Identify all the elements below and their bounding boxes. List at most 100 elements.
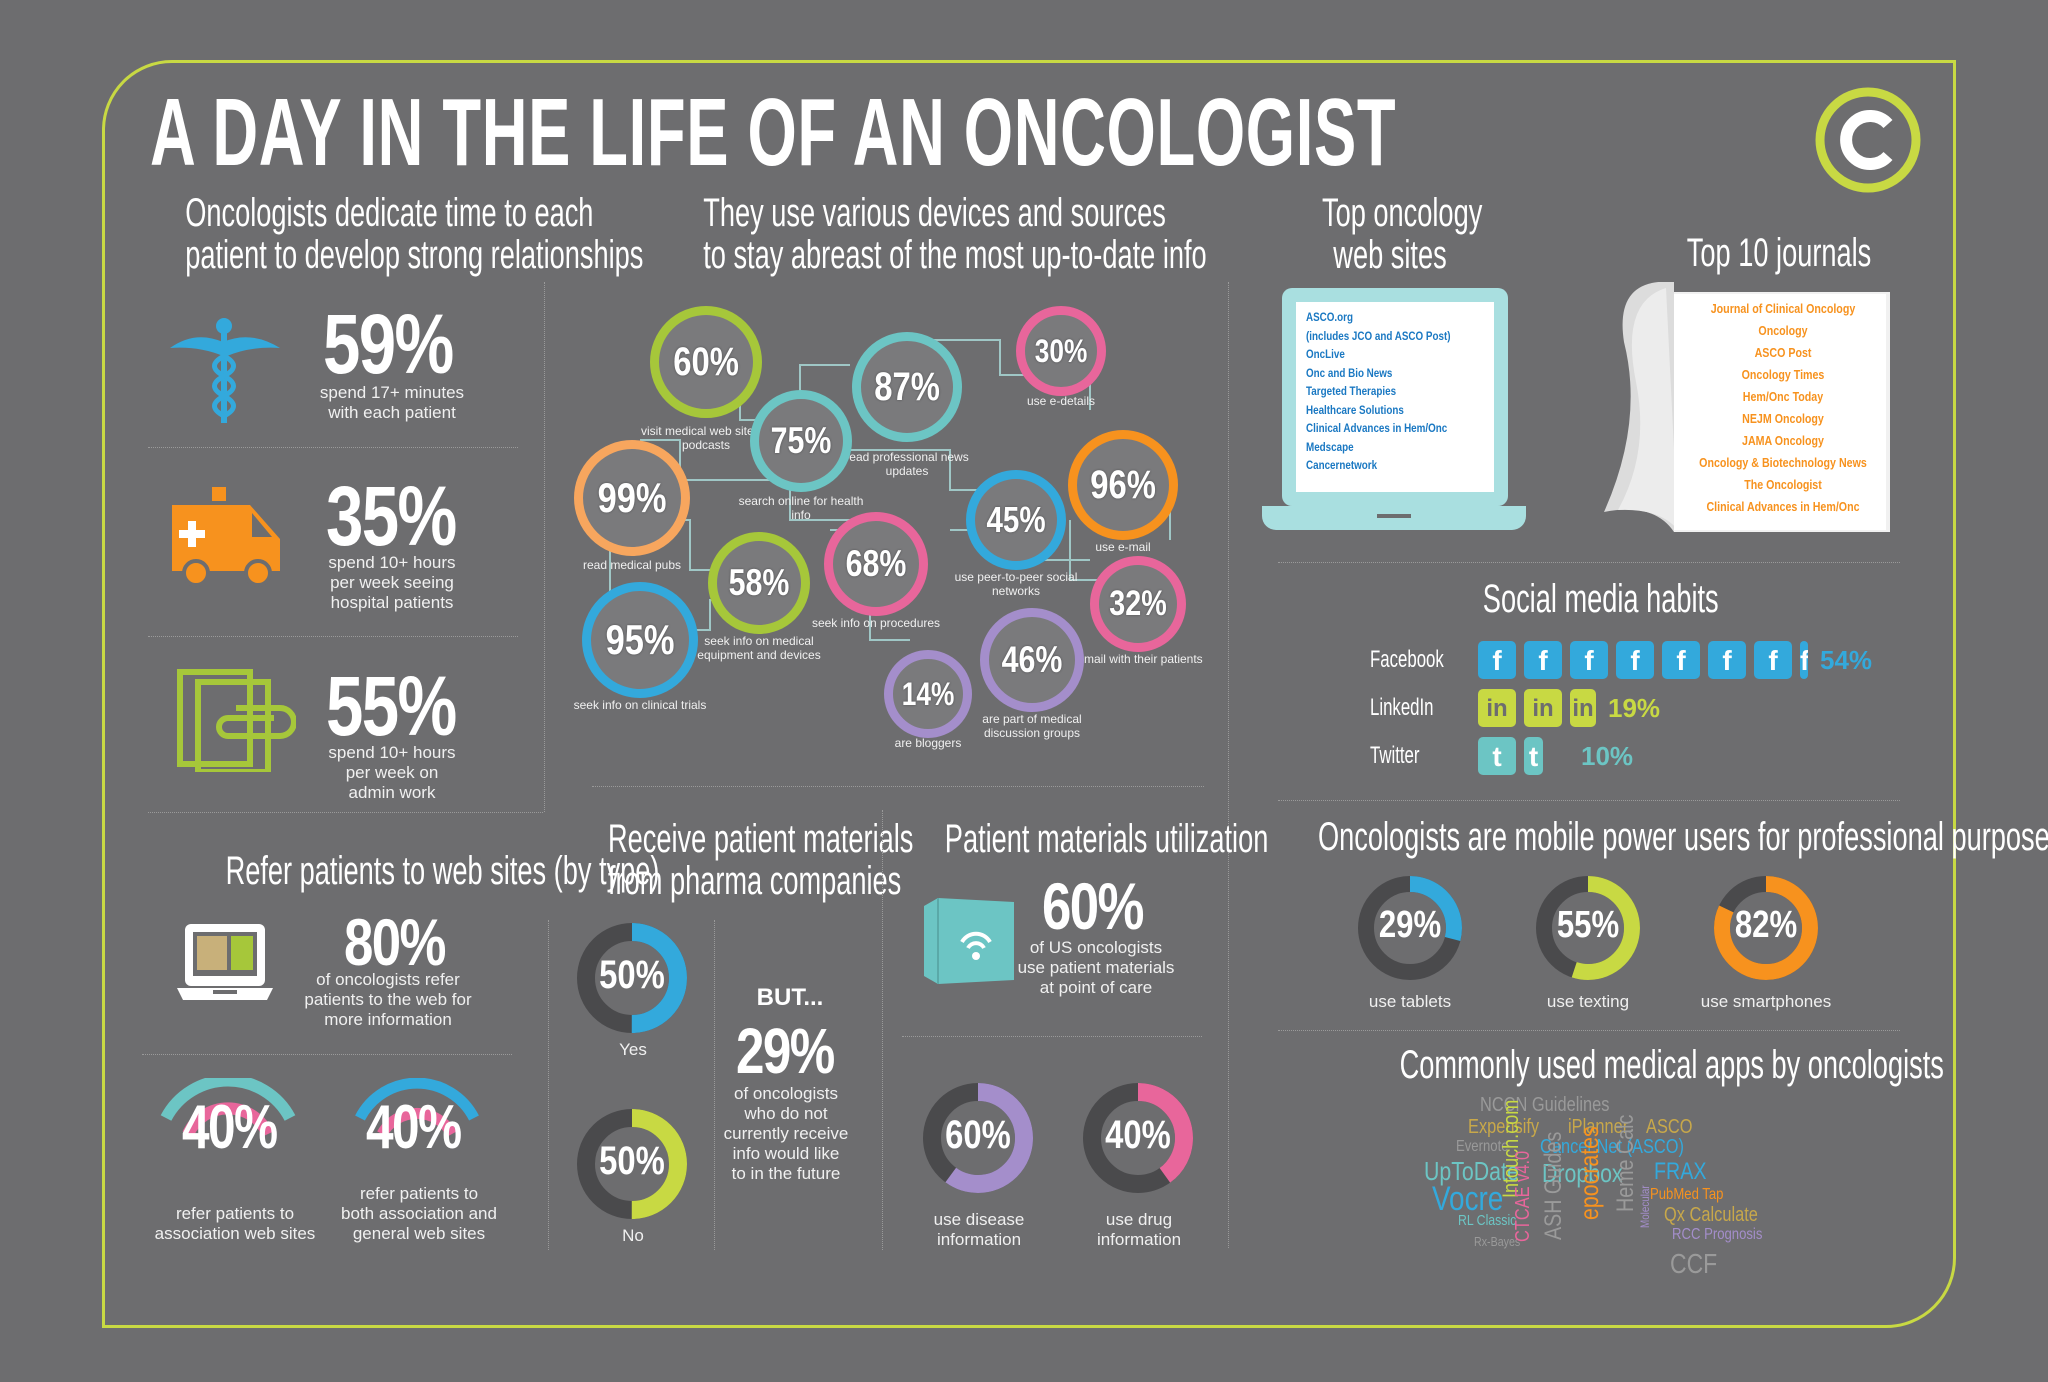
bubble-caption: use e-mail [1095,540,1151,554]
stat-59-caption: spend 17+ minutes with each patient [312,383,472,423]
utilization-heading: Patient materials utilization [944,817,1269,861]
linkedin-icon: in [1570,689,1596,727]
refer-b-caption: refer patients to both association and g… [334,1184,504,1244]
stat-bubble: 96% [1068,430,1178,540]
bubble-caption: e-mail with their patients [1073,652,1203,666]
journal-item: Hem/Onc Today [1742,389,1824,404]
website-item[interactable]: Clinical Advances in Hem/Onc [1306,421,1448,435]
bubble-caption: visit medical web sites & podcasts [640,424,772,452]
caption-line: use patient materials [1017,958,1175,977]
social-media-rows: Facebook f f f f f f f f 54% LinkedIn in in in 19% Twit… [1370,636,1930,780]
donut-value: 55% [1556,904,1620,947]
caption-line: to in the future [731,1164,841,1183]
pharma-yes-label: Yes [619,1040,647,1059]
caption-line: spend 10+ hours [328,743,456,762]
divider [142,1054,512,1055]
facebook-icon: f [1754,641,1792,679]
social-value: 10% [1581,740,1634,771]
bubble-value: 99% [597,474,667,521]
social-value: 19% [1608,692,1661,723]
bubble-value: 14% [901,675,955,712]
caption-line: general web sites [352,1224,486,1243]
pharma-but: BUT... [756,984,824,1011]
pharma-yes-donut [577,923,687,1033]
divider [592,786,1204,787]
website-item[interactable]: Medscape [1306,439,1354,454]
caption-line: refer patients to [359,1184,479,1203]
caption-line: patients to the web for [304,990,472,1009]
facebook-icon: f [1524,641,1562,679]
bubble-caption: read medical pubs [582,558,682,572]
mobile-caption: use tablets [1368,992,1452,1011]
website-item[interactable]: Cancernetwork [1306,458,1378,472]
stat-bubble: 68% [824,512,928,616]
caption-line: at point of care [1039,978,1153,997]
bubble-value: 87% [874,364,940,409]
website-item[interactable]: Targeted Therapies [1306,384,1397,398]
divider [148,812,543,813]
util-disease-donut-arc [923,1083,1033,1193]
bubble-value: 45% [986,499,1046,540]
caption-line: per week on [345,763,439,782]
app-name: epocrates [1574,1126,1604,1220]
caption-line: refer patients to [175,1204,295,1223]
websites-list: ASCO.org (includes JCO and ASCO Post) OncL… [1296,302,1494,481]
app-name: UpToDate [1424,1156,1519,1186]
mobile-donut-arc [1358,876,1462,980]
laptop-screen: ASCO.org (includes JCO and ASCO Post) OncL… [1282,288,1508,506]
mobile-heading: Oncologists are mobile power users for p… [1318,815,2048,859]
caption-line: information [936,1230,1022,1249]
stat-bubble: 30% [1016,306,1106,396]
ambulance-icon [172,487,280,587]
page-frame [102,60,1956,1328]
twitter-icon: t [1524,737,1543,775]
divider [902,1036,1202,1037]
donut-value: 82% [1734,904,1798,947]
stat-55-value: 55% [326,659,457,753]
donut-value: 50% [599,1139,665,1184]
pharma-but-caption: of oncologists who do not currently rece… [716,1084,856,1184]
divider [1278,1030,1900,1031]
pharma-no-label: No [622,1226,644,1245]
bubble-value: 96% [1090,462,1156,507]
social-row: LinkedIn in in in 19% [1370,684,1930,732]
pharma-no-donut [577,1109,687,1219]
caption-line: use drug [1105,1210,1173,1229]
bubble-value: 58% [728,562,790,603]
page-title: A DAY IN THE LIFE OF AN ONCOLOGIST [150,79,1397,186]
caption-line: spend 10+ hours [328,553,456,572]
caption-line: per week seeing [330,573,454,592]
mobile-donut-arc [1536,876,1640,980]
journal-item: Oncology Times [1741,367,1825,382]
refer-heading: Refer patients to web sites (by type) [225,849,660,893]
pharma-no-donut-arc [577,1109,687,1219]
website-item[interactable]: ASCO.org [1306,310,1354,324]
website-item[interactable]: Onc and Bio News [1306,365,1393,380]
journal-item: ASCO Post [1754,345,1812,360]
divider [148,636,518,637]
website-item[interactable]: OncLive [1306,347,1345,361]
facebook-icon: f [1478,641,1516,679]
app-name: Evernote [1456,1138,1509,1155]
journal-item: Journal of Clinical Oncology [1710,301,1856,316]
stat-bubble: 58% [708,532,810,634]
tablet-wifi-icon [924,898,1014,984]
stat-55-caption: spend 10+ hours per week on admin work [312,743,472,803]
website-item[interactable]: (includes JCO and ASCO Post) [1306,328,1451,343]
caption-line: of oncologists [734,1084,838,1103]
stat-bubble: 95% [582,582,698,698]
app-name: CCF [1670,1248,1718,1279]
social-label: Twitter [1370,742,1420,769]
caption-line: of US oncologists [1029,938,1163,957]
util-d1-caption: use disease information [924,1210,1034,1250]
journal-item: Oncology & Biotechnology News [1699,455,1867,470]
caption-line: spend 17+ minutes [319,383,465,402]
mobile-donut [1536,876,1640,980]
stat-bubble: 14% [884,650,972,738]
caption-line: who do not [744,1104,828,1123]
caption-line: admin work [348,783,436,802]
util-drug-donut-arc [1083,1083,1193,1193]
caption-line: info would like [732,1144,840,1163]
website-item[interactable]: Healthcare Solutions [1306,402,1404,417]
pharma-yes-donut-arc [577,923,687,1033]
